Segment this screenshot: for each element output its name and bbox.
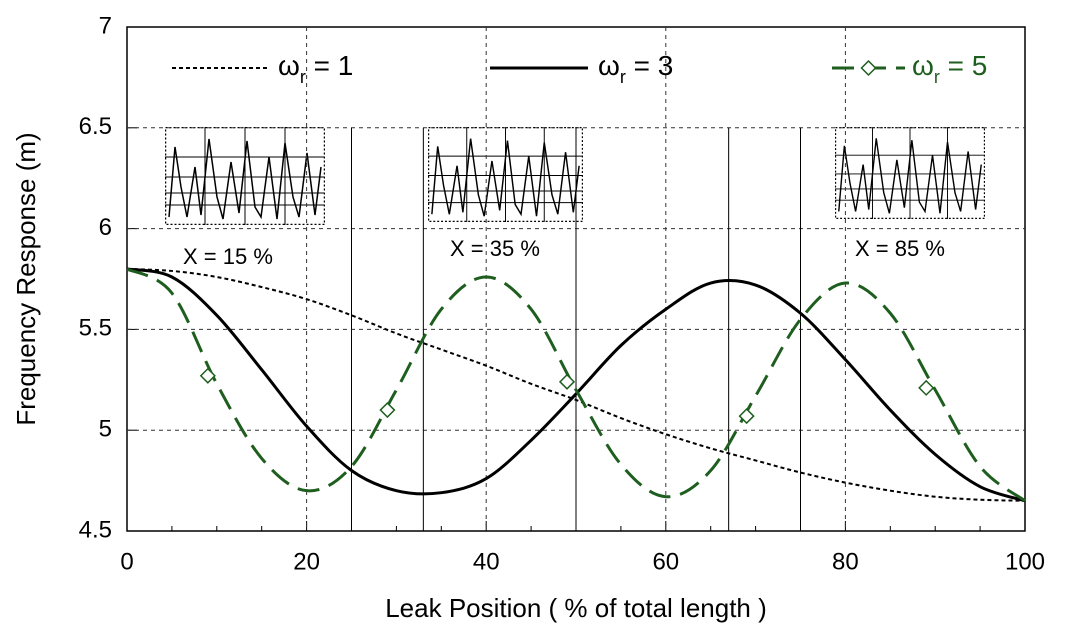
x-tick-label: 80 — [832, 548, 859, 575]
annotation: X = 15 % — [183, 244, 273, 269]
x-tick-label: 100 — [1005, 548, 1045, 575]
y-axis-label: Frequency Response (m) — [11, 132, 41, 425]
scope-thumbnail — [165, 127, 325, 225]
series-line — [126, 267, 1026, 502]
series-line — [126, 267, 1026, 502]
annotation: X = 35 % — [450, 236, 540, 261]
y-tick-label: 5 — [99, 416, 112, 443]
x-tick-label: 60 — [652, 548, 679, 575]
marker — [199, 367, 216, 384]
marker — [918, 379, 935, 396]
legend-label: ωr = 3 — [598, 50, 673, 86]
y-tick-label: 6.5 — [79, 113, 112, 140]
scope-thumbnail — [428, 127, 583, 222]
x-tick-label: 20 — [293, 548, 320, 575]
x-tick-label: 40 — [473, 548, 500, 575]
legend-label: ωr = 5 — [912, 50, 987, 86]
legend-label: ωr = 1 — [278, 50, 353, 86]
series-line — [126, 267, 1026, 503]
marker — [738, 408, 755, 425]
y-tick-label: 6 — [99, 214, 112, 241]
marker — [379, 401, 396, 419]
y-tick-label: 5.5 — [79, 315, 112, 342]
marker — [558, 373, 576, 390]
x-tick-label: 0 — [120, 548, 133, 575]
scope-thumbnail — [835, 127, 985, 219]
y-tick-label: 4.5 — [79, 516, 112, 543]
y-tick-label: 7 — [99, 12, 112, 39]
legend-marker — [860, 59, 877, 77]
x-axis-label: Leak Position ( % of total length ) — [385, 593, 767, 623]
annotation: X = 85 % — [855, 236, 945, 261]
